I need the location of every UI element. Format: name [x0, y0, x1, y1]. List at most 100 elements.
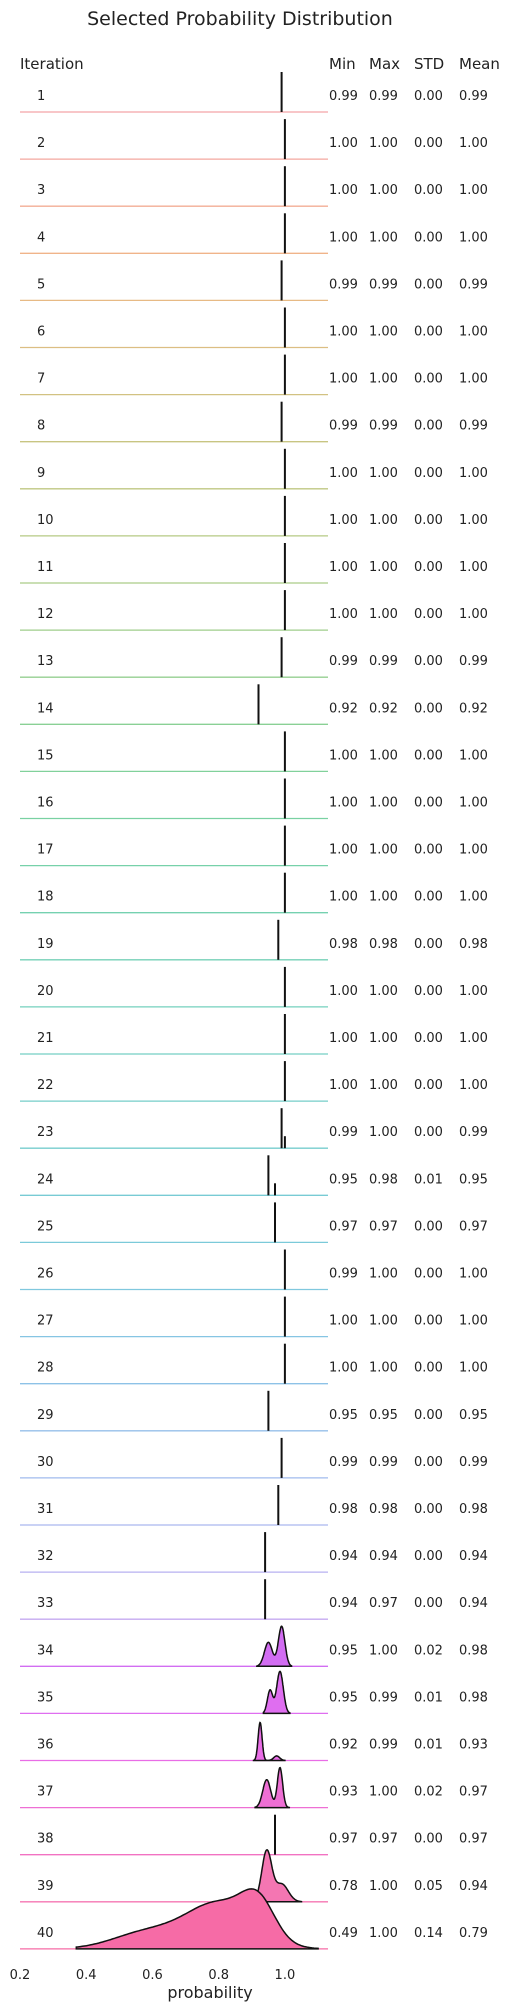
row-min: 1.00	[329, 1361, 358, 1376]
row-std: 0.00	[414, 937, 443, 952]
row-mean: 0.98	[459, 1643, 488, 1658]
row-max: 1.00	[369, 1879, 398, 1894]
ridge-density	[262, 1670, 291, 1715]
row-min: 1.00	[329, 372, 358, 387]
row-std: 0.00	[414, 1549, 443, 1564]
row-max: 1.00	[369, 136, 398, 151]
row-min: 0.99	[329, 1267, 358, 1282]
row-max: 1.00	[369, 372, 398, 387]
row-iteration: 31	[37, 1502, 54, 1517]
row-max: 0.94	[369, 1549, 398, 1564]
row-iteration: 11	[37, 560, 54, 575]
row-max: 1.00	[369, 890, 398, 905]
row-mean: 1.00	[459, 560, 488, 575]
row-mean: 1.00	[459, 136, 488, 151]
row-min: 1.00	[329, 796, 358, 811]
header-std: STD	[414, 55, 444, 73]
row-std: 0.01	[414, 1738, 443, 1753]
x-tick-label: 1.0	[275, 1968, 296, 1983]
row-max: 1.00	[369, 796, 398, 811]
row-min: 1.00	[329, 607, 358, 622]
row-std: 0.00	[414, 1596, 443, 1611]
row-mean: 1.00	[459, 890, 488, 905]
row-std: 0.00	[414, 984, 443, 999]
row-max: 0.99	[369, 1738, 398, 1753]
row-min: 1.00	[329, 748, 358, 763]
row-std: 0.00	[414, 230, 443, 245]
row-min: 0.95	[329, 1408, 358, 1423]
row-std: 0.00	[414, 466, 443, 481]
row-std: 0.00	[414, 1455, 443, 1470]
row-max: 1.00	[369, 1125, 398, 1140]
header-min: Min	[329, 55, 356, 73]
row-min: 0.99	[329, 89, 358, 104]
row-iteration: 36	[37, 1738, 54, 1753]
ridge-density	[75, 1888, 319, 1950]
row-std: 0.00	[414, 701, 443, 716]
row-std: 0.00	[414, 890, 443, 905]
row-iteration: 7	[37, 372, 45, 387]
row-mean: 1.00	[459, 796, 488, 811]
x-axis: 0.2 0.4 0.6 0.8 1.0	[10, 1968, 296, 1983]
row-min: 1.00	[329, 230, 358, 245]
row-iteration: 30	[37, 1455, 54, 1470]
row-max: 0.98	[369, 1172, 398, 1187]
row-iteration: 40	[37, 1926, 54, 1941]
row-mean: 1.00	[459, 372, 488, 387]
row-max: 1.00	[369, 183, 398, 198]
row-iteration: 1	[37, 89, 45, 104]
row-min: 1.00	[329, 183, 358, 198]
row-mean: 1.00	[459, 325, 488, 340]
row-mean: 1.00	[459, 843, 488, 858]
row-mean: 0.99	[459, 277, 488, 292]
row-mean: 0.99	[459, 1455, 488, 1470]
row-max: 1.00	[369, 984, 398, 999]
row-iteration: 16	[37, 796, 54, 811]
row-std: 0.00	[414, 1267, 443, 1282]
row-std: 0.00	[414, 1219, 443, 1234]
row-mean: 1.00	[459, 183, 488, 198]
row-std: 0.00	[414, 1408, 443, 1423]
row-mean: 0.98	[459, 1690, 488, 1705]
row-max: 1.00	[369, 607, 398, 622]
ridge-density	[252, 1721, 286, 1762]
row-min: 1.00	[329, 984, 358, 999]
chart-title: Selected Probability Distribution	[87, 8, 393, 30]
row-mean: 1.00	[459, 607, 488, 622]
x-axis-label: probability	[167, 1983, 252, 2002]
row-mean: 0.98	[459, 1502, 488, 1517]
row-min: 0.93	[329, 1785, 358, 1800]
row-min: 0.99	[329, 277, 358, 292]
row-mean: 1.00	[459, 1031, 488, 1046]
row-iteration: 9	[37, 466, 45, 481]
row-std: 0.00	[414, 1078, 443, 1093]
row-std: 0.00	[414, 325, 443, 340]
row-mean: 0.97	[459, 1219, 488, 1234]
row-max: 1.00	[369, 843, 398, 858]
row-mean: 1.00	[459, 230, 488, 245]
header-max: Max	[369, 55, 400, 73]
row-max: 1.00	[369, 1031, 398, 1046]
row-std: 0.00	[414, 843, 443, 858]
row-max: 0.99	[369, 89, 398, 104]
row-iteration: 37	[37, 1785, 54, 1800]
row-iteration: 8	[37, 419, 45, 434]
row-mean: 0.98	[459, 937, 488, 952]
row-std: 0.01	[414, 1172, 443, 1187]
row-min: 1.00	[329, 843, 358, 858]
row-std: 0.00	[414, 136, 443, 151]
row-max: 0.98	[369, 937, 398, 952]
row-min: 0.98	[329, 937, 358, 952]
x-tick-label: 0.4	[76, 1968, 97, 1983]
row-std: 0.01	[414, 1690, 443, 1705]
row-mean: 0.95	[459, 1408, 488, 1423]
row-std: 0.00	[414, 372, 443, 387]
row-std: 0.02	[414, 1643, 443, 1658]
row-mean: 1.00	[459, 748, 488, 763]
row-std: 0.00	[414, 89, 443, 104]
row-min: 0.99	[329, 654, 358, 669]
row-std: 0.02	[414, 1785, 443, 1800]
row-max: 1.00	[369, 230, 398, 245]
row-mean: 0.79	[459, 1926, 488, 1941]
row-min: 1.00	[329, 1031, 358, 1046]
